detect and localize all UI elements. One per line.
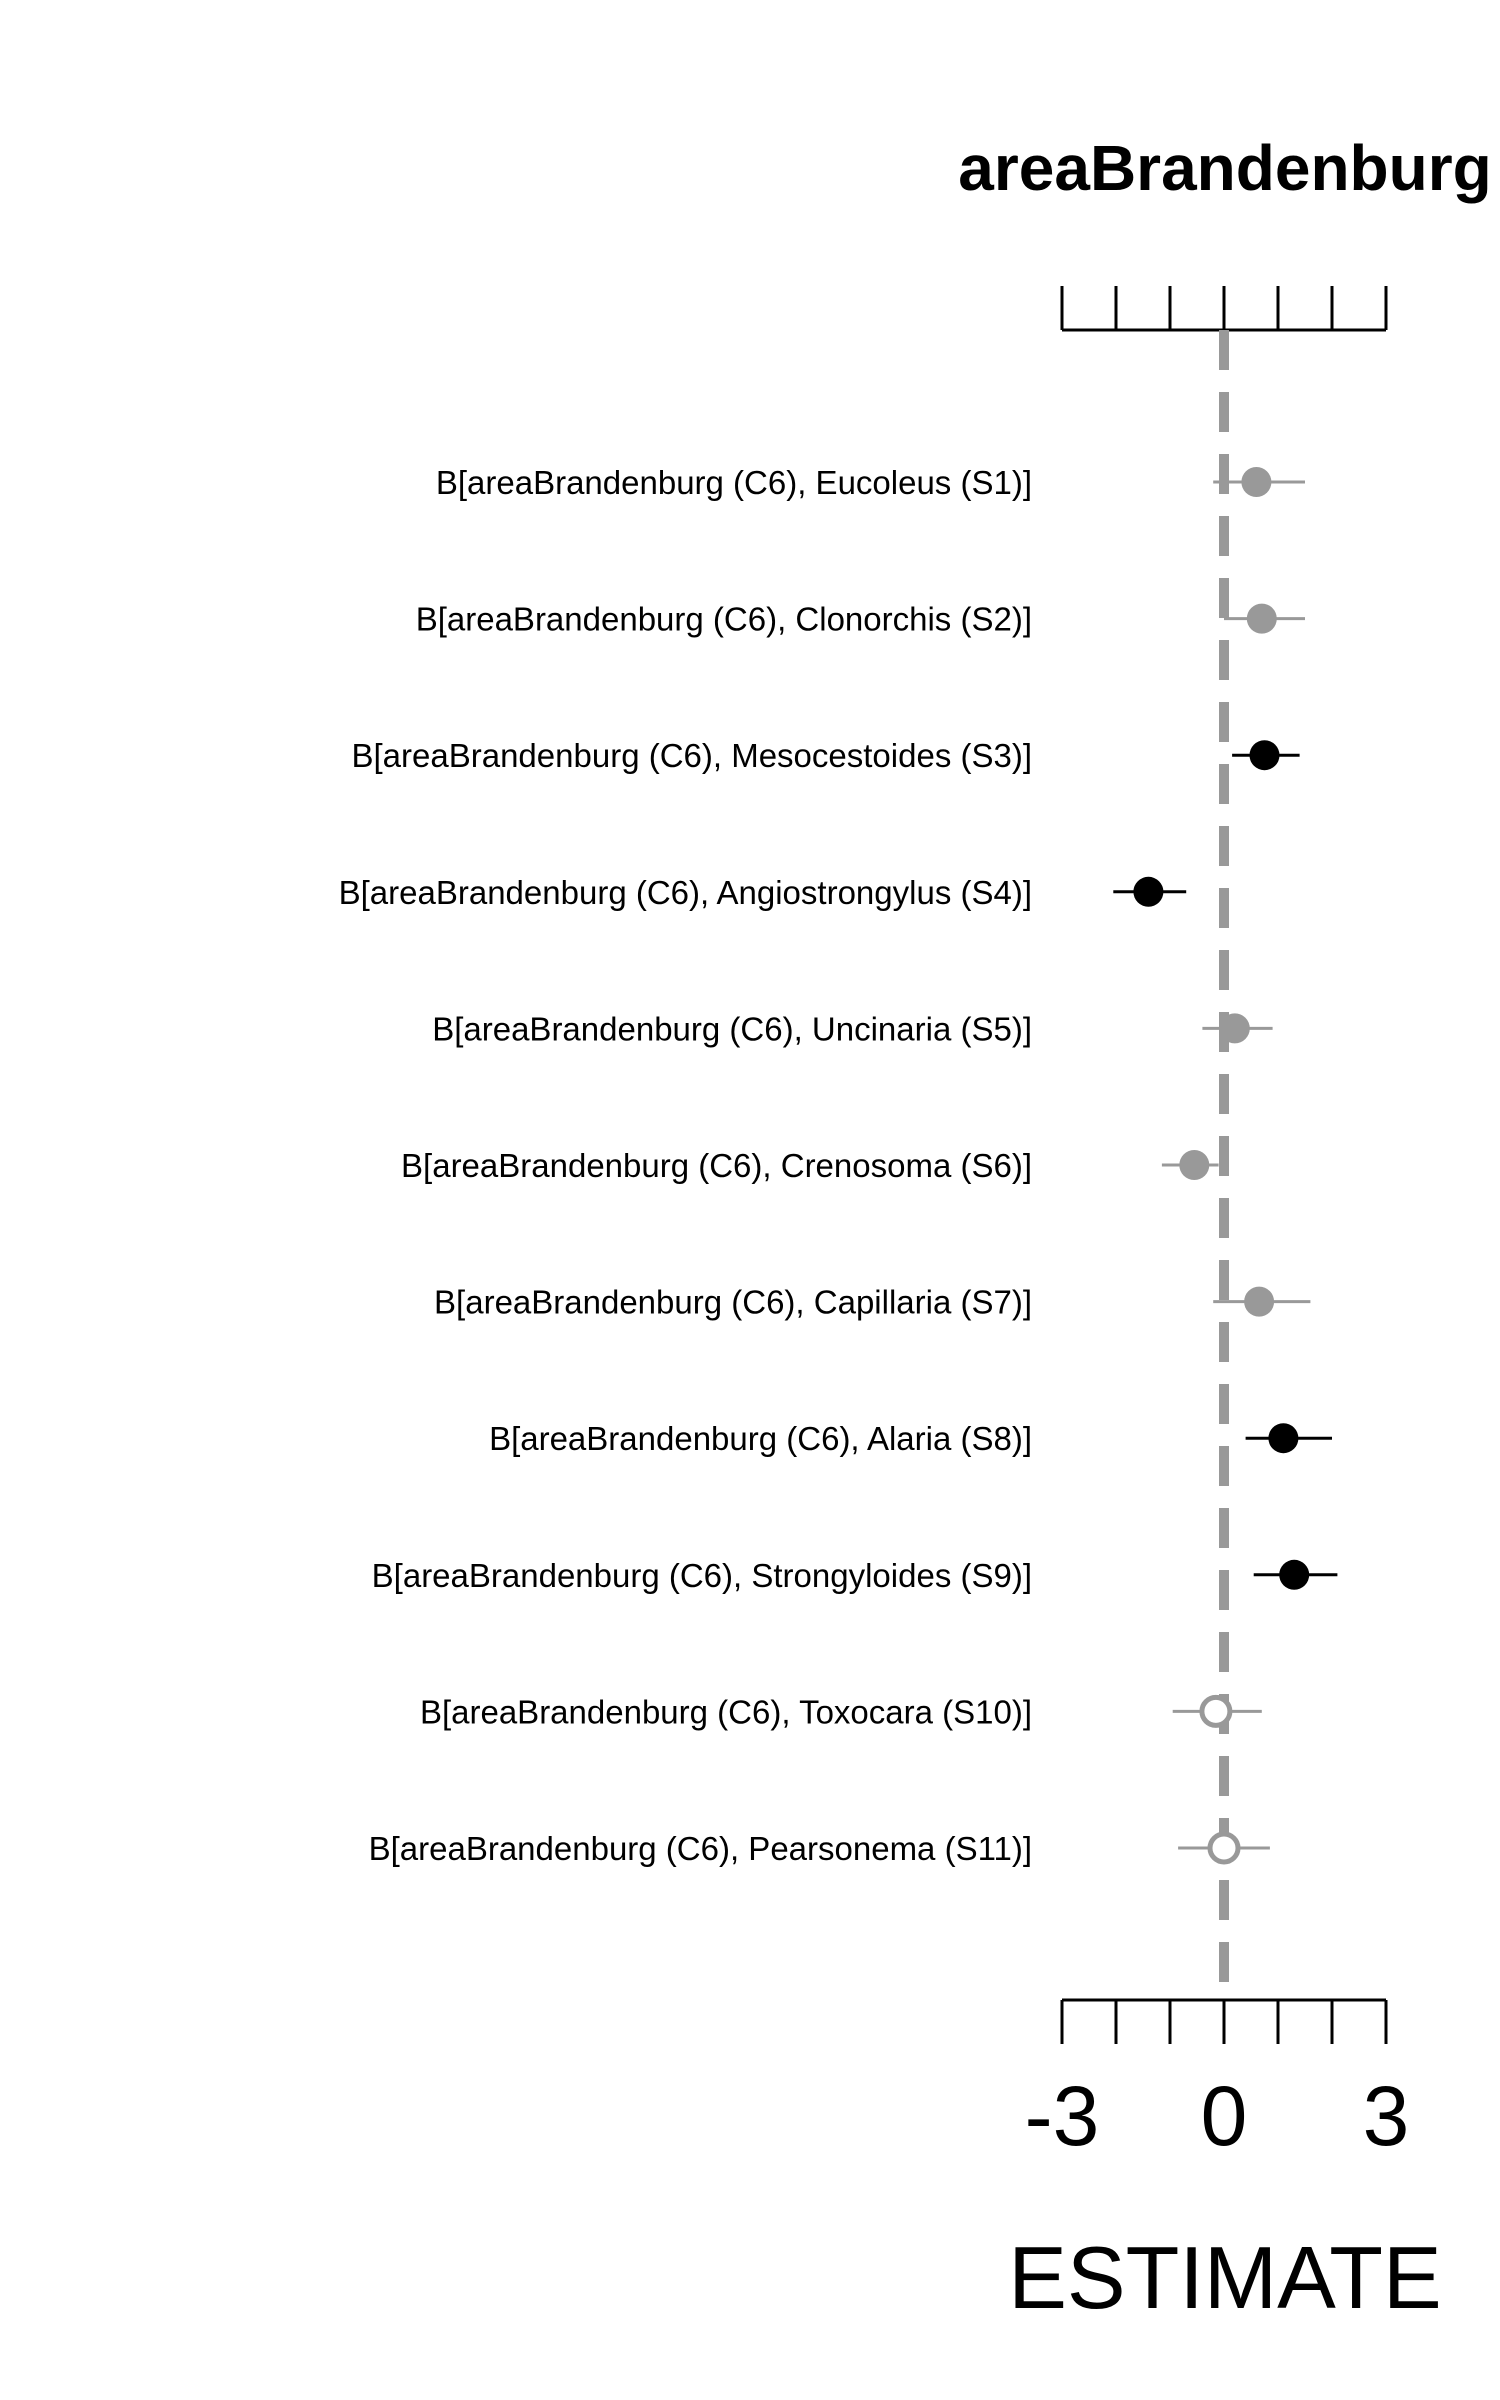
row-label: B[areaBrandenburg (C6), Angiostrongylus … [339, 874, 1032, 911]
row-label: B[areaBrandenburg (C6), Crenosoma (S6)] [401, 1147, 1032, 1184]
x-tick-label: -3 [1025, 2069, 1100, 2163]
row-label: B[areaBrandenburg (C6), Mesocestoides (S… [352, 737, 1033, 774]
estimate-point [1199, 1694, 1233, 1728]
top-axis [1060, 286, 1388, 332]
estimate-row: B[areaBrandenburg (C6), Clonorchis (S2)] [416, 601, 1305, 638]
chart-title: areaBrandenburg [958, 132, 1491, 204]
estimate-row: B[areaBrandenburg (C6), Capillaria (S7)] [434, 1284, 1311, 1321]
estimate-row: B[areaBrandenburg (C6), Crenosoma (S6)] [401, 1147, 1219, 1184]
estimate-row: B[areaBrandenburg (C6), Strongyloides (S… [372, 1557, 1338, 1594]
row-label: B[areaBrandenburg (C6), Uncinaria (S5)] [432, 1010, 1032, 1047]
row-label: B[areaBrandenburg (C6), Capillaria (S7)] [434, 1284, 1032, 1321]
x-axis-label: ESTIMATE [1008, 2228, 1442, 2327]
estimate-row: B[areaBrandenburg (C6), Toxocara (S10)] [420, 1693, 1262, 1730]
estimate-point [1241, 467, 1272, 497]
row-label: B[areaBrandenburg (C6), Clonorchis (S2)] [416, 601, 1032, 638]
estimate-point [1246, 603, 1277, 634]
estimate-row: B[areaBrandenburg (C6), Uncinaria (S5)] [432, 1010, 1273, 1047]
row-label: B[areaBrandenburg (C6), Alaria (S8)] [489, 1420, 1032, 1457]
estimate-row: B[areaBrandenburg (C6), Mesocestoides (S… [352, 737, 1300, 774]
row-label: B[areaBrandenburg (C6), Pearsonema (S11)… [369, 1830, 1032, 1867]
x-tick-label: 0 [1201, 2069, 1248, 2163]
estimate-point [1279, 1559, 1310, 1590]
row-label: B[areaBrandenburg (C6), Eucoleus (S1)] [436, 464, 1032, 501]
bottom-axis: -3 0 3 [1025, 1998, 1410, 2163]
estimate-point [1179, 1150, 1210, 1180]
row-label: B[areaBrandenburg (C6), Strongyloides (S… [372, 1557, 1032, 1594]
estimate-row: B[areaBrandenburg (C6), Angiostrongylus … [339, 874, 1187, 911]
estimate-point [1244, 1286, 1275, 1317]
estimate-row: B[areaBrandenburg (C6), Pearsonema (S11)… [369, 1830, 1270, 1867]
estimate-point [1133, 876, 1164, 907]
estimate-point [1207, 1831, 1241, 1865]
estimate-rows: B[areaBrandenburg (C6), Eucoleus (S1)] B[… [339, 464, 1338, 1867]
x-tick-label: 3 [1363, 2069, 1410, 2163]
estimate-point [1249, 740, 1280, 771]
estimate-row: B[areaBrandenburg (C6), Eucoleus (S1)] [436, 464, 1305, 501]
estimate-point [1268, 1423, 1299, 1454]
estimate-row: B[areaBrandenburg (C6), Alaria (S8)] [489, 1420, 1332, 1457]
row-label: B[areaBrandenburg (C6), Toxocara (S10)] [420, 1693, 1032, 1730]
estimate-point [1219, 1013, 1250, 1044]
